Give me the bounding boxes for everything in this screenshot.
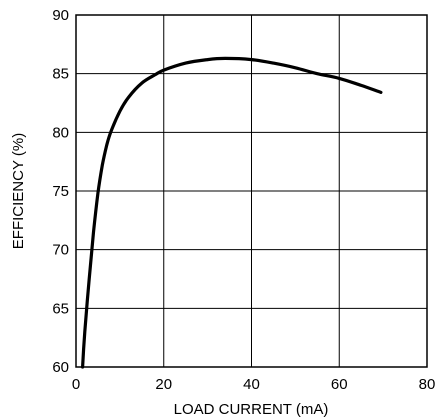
- efficiency-curve: [81, 56, 383, 369]
- y-tick-label: 60: [52, 359, 69, 376]
- y-axis-label: EFFICIENCY (%): [10, 133, 27, 249]
- y-tick-label: 85: [52, 66, 69, 83]
- series-group: [81, 56, 383, 369]
- y-tick-label: 75: [52, 183, 69, 200]
- y-tick-label: 65: [52, 300, 69, 317]
- x-axis-label: LOAD CURRENT (mA): [174, 401, 329, 418]
- y-tick-label: 80: [52, 124, 69, 141]
- x-tick-label: 0: [72, 376, 80, 393]
- grid: [76, 15, 427, 367]
- y-tick-label: 90: [52, 7, 69, 24]
- plot-frame: [75, 14, 428, 368]
- y-tick-label: 70: [52, 242, 69, 259]
- x-tick-label: 60: [331, 376, 348, 393]
- x-tick-label: 80: [419, 376, 436, 393]
- x-tick-labels: 0 20 40 60 80: [72, 376, 436, 393]
- y-tick-labels: 60 65 70 75 80 85 90: [52, 7, 69, 376]
- x-tick-label: 40: [243, 376, 260, 393]
- x-tick-label: 20: [155, 376, 172, 393]
